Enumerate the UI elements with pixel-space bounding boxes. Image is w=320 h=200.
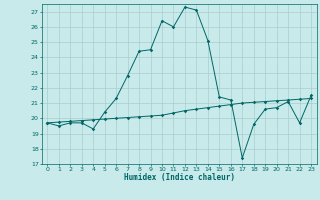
X-axis label: Humidex (Indice chaleur): Humidex (Indice chaleur) <box>124 173 235 182</box>
